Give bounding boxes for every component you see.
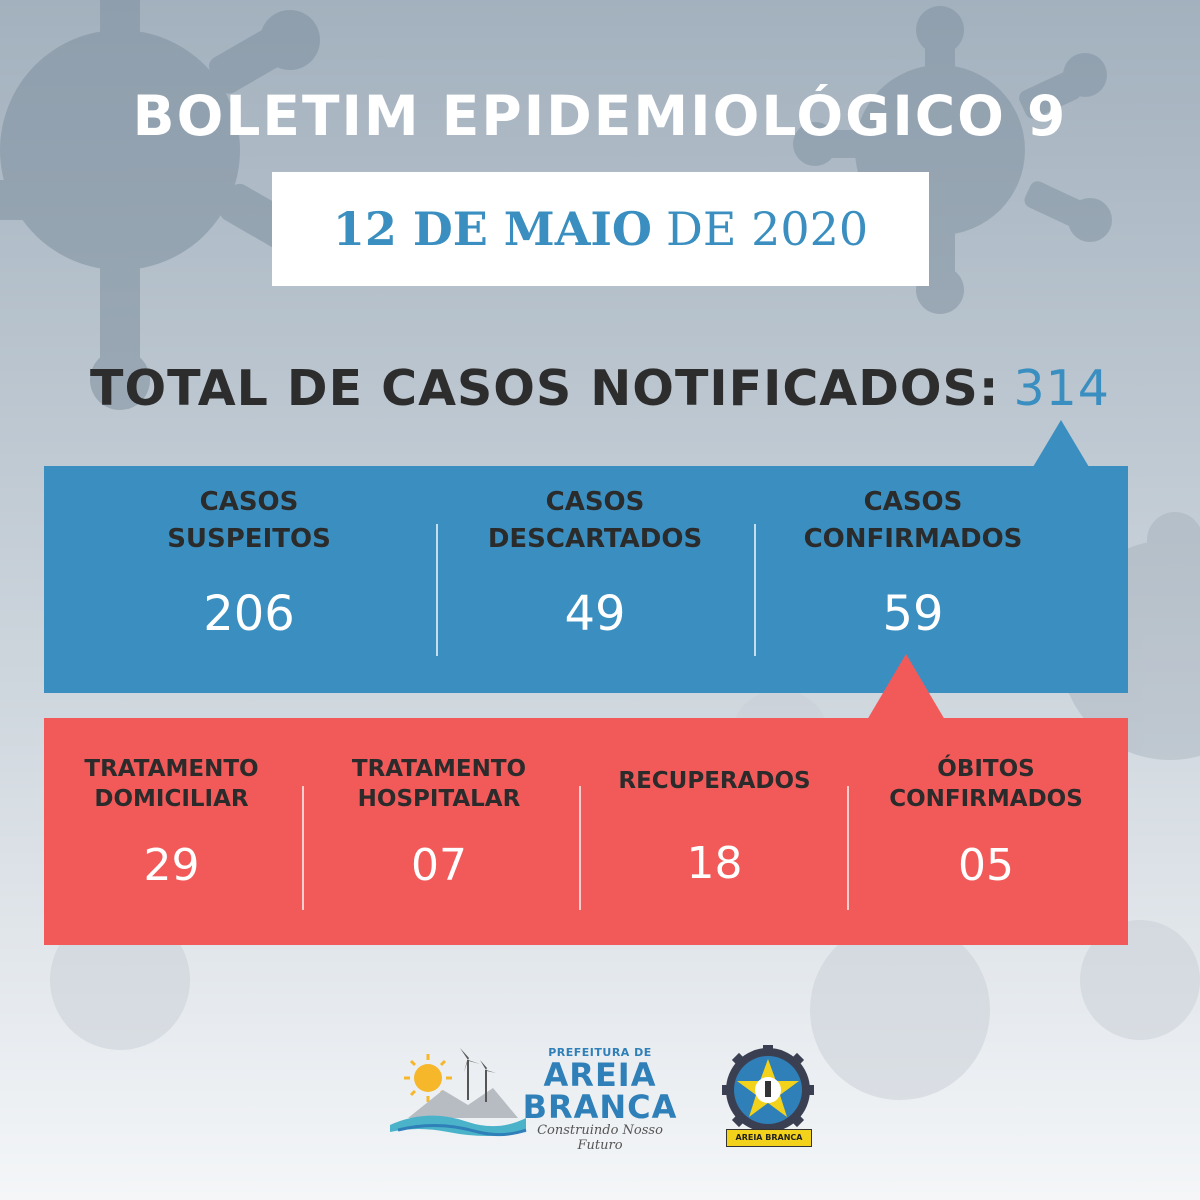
discarded-cases-label-line2: DESCARTADOS	[487, 524, 703, 554]
recovered: RECUPERADOS 18	[597, 766, 832, 890]
home-treatment-label-line2: DOMICILIAR	[94, 786, 249, 812]
home-treatment: TRATAMENTO DOMICILIAR 29	[59, 754, 284, 892]
breakdown-divider	[302, 786, 304, 910]
confirmed-cases: CASOS CONFIRMADOS 59	[768, 484, 1058, 642]
bulletin-title: BOLETIM EPIDEMIOLÓGICO 9	[132, 84, 1068, 148]
city-name-line1: AREIA	[543, 1056, 657, 1094]
breakdown-divider	[847, 786, 849, 910]
city-seal: AREIA BRANCA	[722, 1045, 814, 1147]
confirmed-cases-label-line1: CASOS	[863, 487, 963, 517]
date-box: 12 DE MAIO DE 2020	[272, 172, 929, 286]
prefeitura-logo-text: PREFEITURA DE AREIA BRANCA Construindo N…	[520, 1046, 680, 1153]
sun-windmill-wave-icon	[390, 1048, 527, 1137]
slogan: Construindo Nosso Futuro	[537, 1123, 663, 1153]
hospital-treatment-value: 07	[411, 840, 467, 891]
confirmed-breakdown-panel: TRATAMENTO DOMICILIAR 29 TRATAMENTO HOSP…	[44, 718, 1128, 945]
cases-panel: CASOS SUSPEITOS 206 CASOS DESCARTADOS 49…	[44, 466, 1128, 693]
date-day-month: 12 DE MAIO	[332, 202, 653, 256]
gear-seal-icon	[722, 1045, 814, 1135]
cases-divider	[754, 524, 756, 656]
total-notified: TOTAL DE CASOS NOTIFICADOS: 314	[0, 360, 1200, 417]
date-year: DE 2020	[666, 202, 869, 256]
suspected-cases-label-line2: SUSPEITOS	[167, 524, 331, 554]
confirmed-cases-value: 59	[882, 586, 944, 642]
discarded-cases-label-line1: CASOS	[545, 487, 645, 517]
cases-divider	[436, 524, 438, 656]
confirmed-deaths-value: 05	[958, 840, 1014, 891]
total-notified-label: TOTAL DE CASOS NOTIFICADOS:	[90, 360, 1000, 417]
confirmed-deaths: ÓBITOS CONFIRMADOS 05	[866, 754, 1106, 892]
home-treatment-value: 29	[143, 840, 200, 891]
discarded-cases-value: 49	[564, 586, 626, 642]
hospital-treatment-label-line2: HOSPITALAR	[357, 786, 521, 812]
suspected-cases-label-line1: CASOS	[199, 487, 299, 517]
recovered-value: 18	[686, 838, 743, 889]
suspected-cases-value: 206	[203, 586, 295, 642]
suspected-cases: CASOS SUSPEITOS 206	[114, 484, 384, 642]
hospital-treatment: TRATAMENTO HOSPITALAR 07	[324, 754, 554, 892]
confirmed-deaths-label-line2: CONFIRMADOS	[889, 786, 1083, 812]
confirmed-pointer-arrow	[867, 654, 945, 720]
seal-banner: AREIA BRANCA	[726, 1129, 812, 1147]
prefeitura-logo-graphic	[388, 1040, 528, 1140]
total-pointer-arrow	[1033, 420, 1089, 467]
confirmed-cases-label-line2: CONFIRMADOS	[803, 524, 1023, 554]
breakdown-divider	[579, 786, 581, 910]
prefeitura-small-text: PREFEITURA DE	[548, 1046, 652, 1059]
confirmed-deaths-label-line1: ÓBITOS	[937, 756, 1035, 782]
home-treatment-label-line1: TRATAMENTO	[84, 756, 259, 782]
city-name-line2: BRANCA	[522, 1088, 678, 1126]
discarded-cases: CASOS DESCARTADOS 49	[455, 484, 735, 642]
recovered-label: RECUPERADOS	[618, 768, 811, 794]
hospital-treatment-label-line1: TRATAMENTO	[351, 756, 527, 782]
total-notified-value: 314	[1013, 360, 1110, 417]
